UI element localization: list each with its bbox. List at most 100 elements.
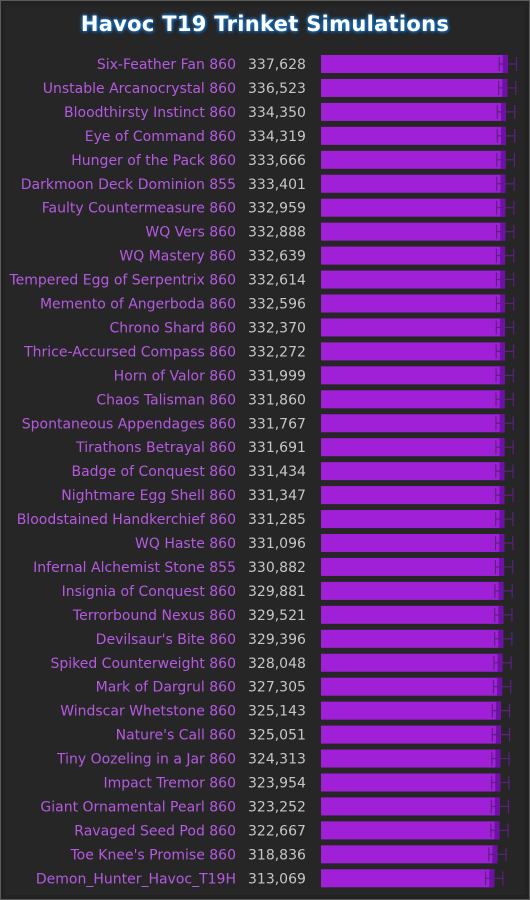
- bar: [321, 534, 505, 552]
- bar: [321, 653, 503, 672]
- chart-title: Havoc T19 Trinket Simulations: [80, 12, 450, 36]
- bar-row: Bloodthirsty Instinct 860 334,350: [64, 102, 516, 121]
- category-label: Faulty Countermeasure 860: [42, 201, 236, 217]
- bar: [321, 270, 506, 289]
- category-label: Mark of Dargrul 860: [96, 680, 236, 696]
- bar-row: Devilsaur's Bite 860 329,396: [96, 629, 513, 648]
- bar: [321, 174, 506, 193]
- value-label: 332,639: [248, 249, 306, 265]
- category-label: Eye of Command 860: [85, 129, 236, 145]
- bar: [321, 246, 506, 265]
- bar: [321, 845, 498, 864]
- bar-row: Insignia of Conquest 860 329,881: [62, 581, 513, 600]
- bar-row: Darkmoon Deck Dominion 855 333,401: [21, 174, 515, 193]
- value-label: 333,666: [248, 153, 306, 169]
- value-label: 334,350: [248, 105, 306, 121]
- bar: [321, 462, 505, 481]
- bar-row: Thrice-Accursed Compass 860 332,272: [23, 342, 515, 361]
- value-label: 331,285: [248, 512, 306, 528]
- category-label: Hunger of the Pack 860: [71, 153, 236, 169]
- bar-row: Tiny Oozeling in a Jar 860 324,313: [56, 749, 510, 768]
- bar-row: WQ Vers 860 332,888: [145, 222, 515, 241]
- bar-row: Nature's Call 860 325,051: [116, 725, 511, 744]
- category-label: Terrorbound Nexus 860: [72, 608, 236, 624]
- bar-row: Toe Knee's Promise 860 318,836: [70, 845, 507, 864]
- value-label: 325,051: [248, 728, 306, 744]
- value-label: 329,396: [248, 632, 306, 648]
- bar: [321, 198, 506, 217]
- bar: [321, 773, 501, 792]
- category-label: Tiny Oozeling in a Jar 860: [56, 752, 236, 768]
- value-label: 332,614: [248, 273, 306, 289]
- bar: [321, 126, 507, 145]
- bar-row: Faulty Countermeasure 860 332,959: [42, 198, 515, 217]
- bar-row: Nightmare Egg Shell 860 331,347: [61, 486, 514, 505]
- value-label: 325,143: [248, 704, 306, 720]
- category-label: Chaos Talisman 860: [96, 392, 236, 408]
- value-label: 318,836: [248, 847, 306, 863]
- bar-row: Chrono Shard 860 332,370: [110, 318, 515, 337]
- bar: [321, 557, 505, 576]
- bar: [321, 510, 505, 529]
- bar-row: Giant Ornamental Pearl 860 323,252: [40, 797, 510, 816]
- category-label: Tirathons Betrayal 860: [75, 440, 236, 456]
- value-label: 328,048: [248, 656, 306, 672]
- category-label: Darkmoon Deck Dominion 855: [21, 177, 236, 193]
- category-label: Six-Feather Fan 860: [97, 57, 236, 73]
- bar: [321, 222, 506, 241]
- category-label: Insignia of Conquest 860: [62, 584, 236, 600]
- bar-row: Mark of Dargrul 860 327,305: [96, 677, 512, 696]
- category-label: Nature's Call 860: [116, 728, 236, 744]
- bar: [321, 390, 505, 409]
- bar: [321, 55, 508, 73]
- bar: [321, 581, 504, 600]
- category-label: Ravaged Seed Pod 860: [74, 823, 236, 839]
- value-label: 313,069: [248, 871, 306, 887]
- category-label: Impact Tremor 860: [103, 776, 236, 792]
- bar-row: Impact Tremor 860 323,954: [103, 773, 510, 792]
- bar-row: Badge of Conquest 860 331,434: [71, 462, 514, 481]
- bar-row: Six-Feather Fan 860 337,628: [97, 55, 518, 73]
- value-label: 331,860: [248, 392, 306, 408]
- value-label: 331,096: [248, 536, 306, 552]
- bar-row: Tempered Egg of Serpentrix 860 332,614: [8, 270, 515, 289]
- bar: [321, 725, 501, 744]
- value-label: 331,767: [248, 416, 306, 432]
- value-label: 331,434: [248, 464, 306, 480]
- bar: [321, 797, 500, 816]
- bar-row: Spiked Counterweight 860 328,048: [50, 653, 512, 672]
- category-label: Spiked Counterweight 860: [50, 656, 236, 672]
- bar-row: Spontaneous Appendages 860 331,767: [22, 414, 514, 433]
- category-label: WQ Haste 860: [135, 536, 236, 552]
- value-label: 336,523: [248, 81, 306, 97]
- bar: [321, 102, 507, 121]
- value-label: 332,272: [248, 344, 306, 360]
- bar-row: Chaos Talisman 860 331,860: [96, 390, 514, 409]
- category-label: Horn of Valor 860: [114, 368, 236, 384]
- value-label: 323,252: [248, 799, 306, 815]
- bar: [321, 486, 505, 505]
- category-label: Unstable Arcanocrystal 860: [43, 81, 236, 97]
- category-label: Infernal Alchemist Stone 855: [33, 560, 236, 576]
- bar: [321, 605, 504, 624]
- category-label: Devilsaur's Bite 860: [96, 632, 236, 648]
- value-label: 330,882: [248, 560, 306, 576]
- bars-layer: Six-Feather Fan 860 337,628 Unstable Arcan…: [8, 55, 518, 888]
- category-label: Badge of Conquest 860: [71, 464, 236, 480]
- bar: [321, 150, 506, 169]
- value-label: 332,370: [248, 320, 306, 336]
- value-label: 329,521: [248, 608, 306, 624]
- bar-row: Ravaged Seed Pod 860 322,667: [74, 821, 509, 840]
- category-label: Chrono Shard 860: [110, 320, 236, 336]
- value-label: 334,319: [248, 129, 306, 145]
- bar: [321, 869, 495, 888]
- bar: [321, 438, 505, 457]
- value-label: 332,596: [248, 297, 306, 313]
- category-label: Bloodthirsty Instinct 860: [64, 105, 236, 121]
- value-label: 337,628: [248, 57, 306, 73]
- category-label: Spontaneous Appendages 860: [22, 416, 236, 432]
- bar: [321, 318, 505, 337]
- value-label: 333,401: [248, 177, 306, 193]
- category-label: Toe Knee's Promise 860: [70, 847, 237, 863]
